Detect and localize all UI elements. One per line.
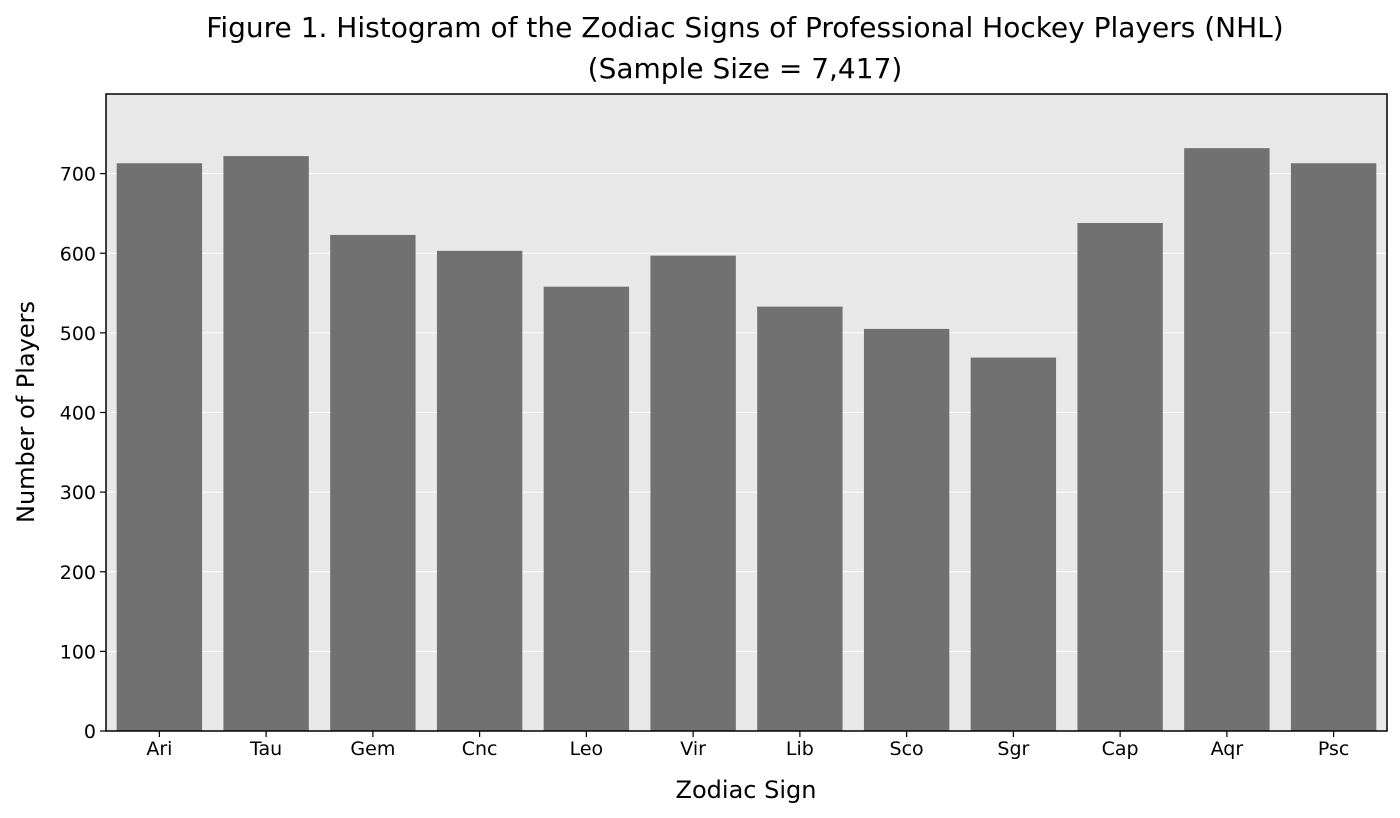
y-tick-label: 400 (60, 403, 96, 425)
y-axis-label: Number of Players (12, 301, 40, 523)
x-tick-label-cap: Cap (1102, 738, 1139, 760)
y-tick-label: 200 (60, 562, 96, 584)
bar-lib (757, 306, 843, 731)
y-tick-label: 100 (60, 641, 96, 663)
y-tick-label: 600 (60, 243, 96, 265)
x-tick-label-leo: Leo (570, 738, 604, 760)
bar-psc (1290, 163, 1377, 731)
y-tick-label: 0 (84, 721, 96, 743)
x-tick-label-vir: Vir (680, 738, 706, 760)
bar-aqr (1184, 148, 1270, 731)
x-tick-label-sgr: Sgr (997, 738, 1029, 760)
bar-cap (1077, 222, 1163, 731)
bar-sco (863, 328, 950, 731)
x-tick-label-gem: Gem (350, 738, 395, 760)
grid-lines (106, 173, 1387, 652)
bar-cnc (436, 250, 523, 731)
x-tick-label-psc: Psc (1318, 738, 1349, 760)
x-tick-label-sco: Sco (890, 738, 924, 760)
y-axis-ticks: 0 100 200 300 400 500 600 700 (60, 164, 106, 743)
bar-tau (223, 156, 309, 732)
x-tick-label-cnc: Cnc (462, 738, 498, 760)
bar-vir (650, 255, 736, 732)
x-tick-label-lib: Lib (786, 738, 814, 760)
x-tick-label-aqr: Aqr (1211, 738, 1244, 760)
bar-sgr (970, 357, 1057, 731)
chart-title: Figure 1. Histogram of the Zodiac Signs … (206, 11, 1283, 44)
y-tick-label: 300 (60, 482, 96, 504)
bar-ari (116, 163, 203, 731)
y-tick-label: 500 (60, 323, 96, 345)
chart-subtitle: (Sample Size = 7,417) (588, 52, 903, 85)
x-axis-ticks: Ari Tau Gem Cnc Leo Vir Lib Sco Sgr Cap Aqr Psc (146, 731, 1349, 760)
bar-gem (330, 234, 416, 731)
x-tick-label-ari: Ari (146, 738, 172, 760)
x-tick-label-tau: Tau (249, 738, 282, 760)
bars (116, 148, 1377, 732)
x-axis-label: Zodiac Sign (676, 776, 817, 804)
y-tick-label: 700 (60, 164, 96, 186)
bar-leo (543, 286, 630, 731)
